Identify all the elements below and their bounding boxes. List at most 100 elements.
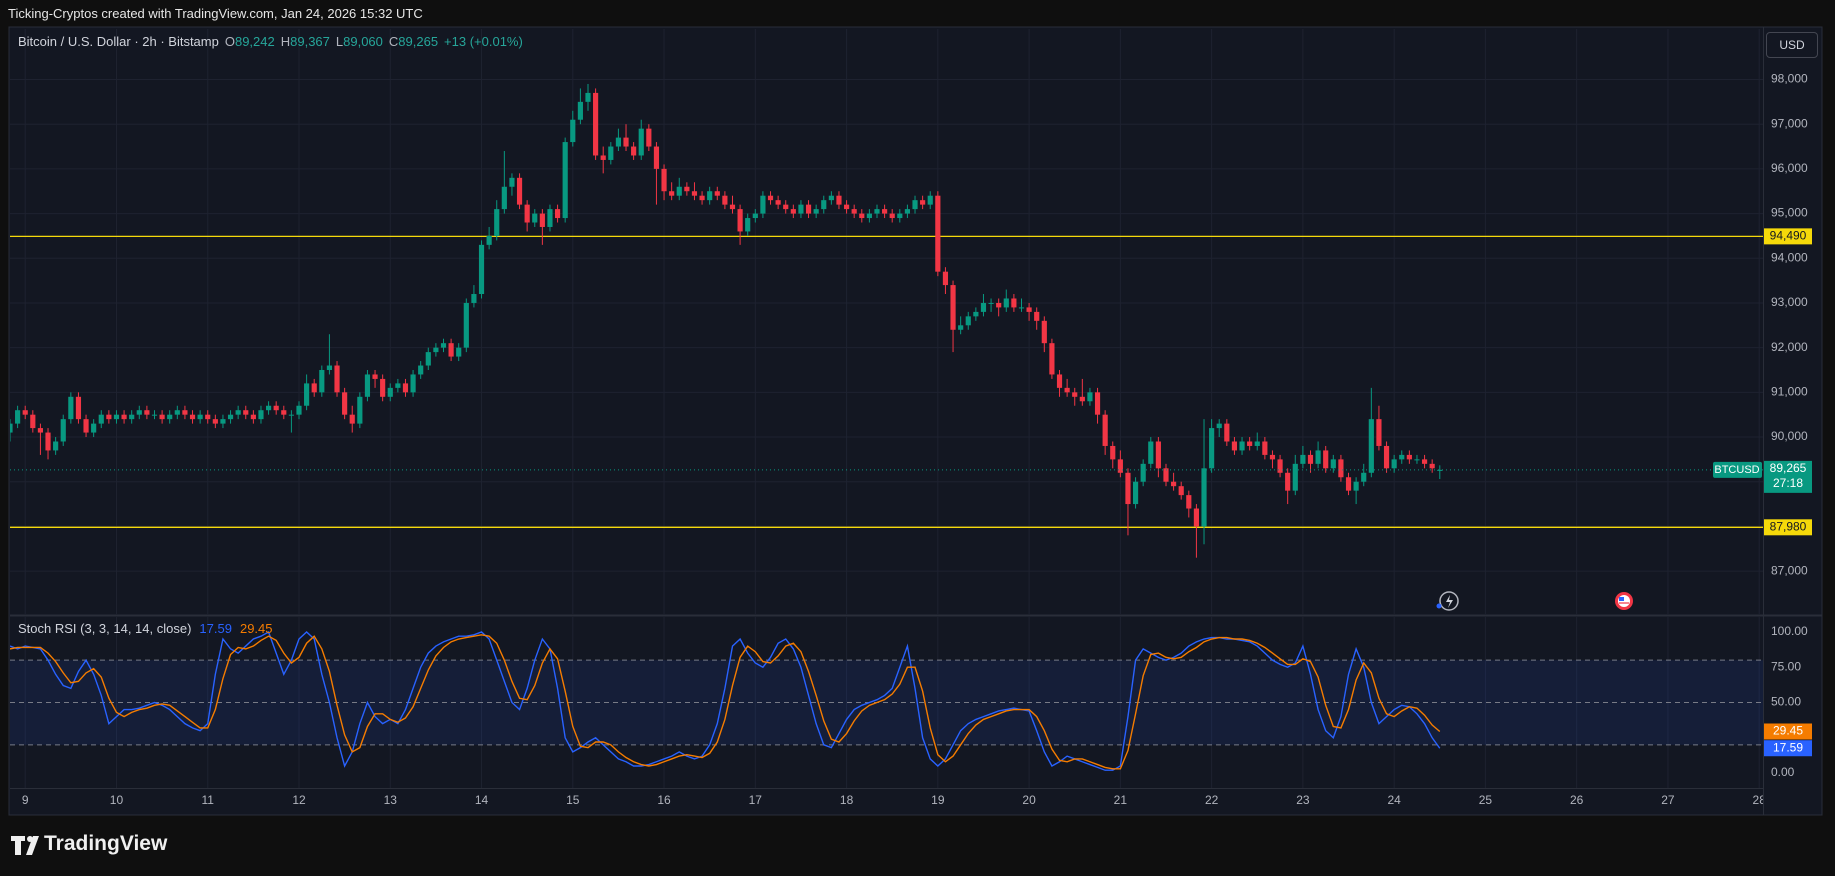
candle-body	[927, 195, 933, 205]
candle-body	[1338, 459, 1344, 478]
candle-body	[448, 343, 454, 357]
candle-body	[1178, 486, 1184, 496]
level-tag	[1764, 519, 1812, 536]
x-tick-label: 16	[657, 793, 671, 807]
candle-body	[311, 383, 317, 393]
candle-body	[151, 414, 158, 416]
candle-body	[828, 195, 834, 201]
candle-body	[593, 92, 599, 156]
candle-body	[30, 414, 36, 429]
y-tick-label: 0.00	[1771, 765, 1795, 779]
x-tick-label: 27	[1661, 793, 1675, 807]
candle-body	[91, 423, 97, 433]
y-tick-label: 93,000	[1771, 295, 1808, 309]
snapshot-header: Ticking-Cryptos created with TradingView…	[8, 6, 423, 21]
candle-body	[539, 213, 545, 227]
candle-body	[532, 213, 538, 223]
candle-body	[790, 209, 796, 214]
x-tick-label: 21	[1114, 793, 1128, 807]
ohlc-value: 89,265	[398, 34, 439, 49]
candle-body	[1132, 481, 1139, 505]
candle-body	[357, 396, 363, 424]
stoch-line	[10, 630, 1441, 771]
candle-body	[37, 428, 44, 433]
candle-body	[737, 209, 743, 232]
candle-body	[912, 200, 918, 210]
candle-body	[1315, 450, 1321, 464]
candle-body	[372, 374, 378, 379]
candle-body	[159, 414, 165, 420]
candle-body	[1399, 454, 1405, 460]
candle-body	[250, 414, 256, 420]
candle-body	[288, 414, 294, 416]
currency-button[interactable]: USD	[1766, 32, 1818, 58]
indicator-title: Stoch RSI (3, 3, 14, 14, close)	[18, 621, 192, 636]
candle-body	[1094, 392, 1101, 415]
candle-body	[121, 414, 127, 420]
ohlc-value: 89,060	[343, 34, 383, 49]
x-tick-label: 25	[1479, 793, 1493, 807]
candle-body	[189, 414, 196, 420]
candle-body	[1064, 387, 1070, 393]
candle-body	[402, 383, 409, 393]
candle-body	[1216, 423, 1222, 429]
candle-body	[661, 168, 667, 192]
countdown-label: 27:18	[1773, 476, 1803, 490]
x-tick-label: 20	[1022, 793, 1036, 807]
candle-body	[1224, 423, 1230, 442]
y-tick-label: 50.00	[1771, 695, 1801, 709]
candle-body	[577, 101, 583, 120]
candle-body	[113, 414, 120, 420]
symbol-tag	[1713, 461, 1762, 478]
candle-body	[98, 414, 104, 424]
candle-body	[227, 414, 234, 420]
last-price-label: 89,265	[1770, 461, 1807, 475]
candle-body	[1155, 441, 1161, 469]
candle-body	[516, 177, 523, 205]
candle-body	[752, 213, 758, 219]
candle-body	[1292, 463, 1298, 491]
x-tick-label: 14	[475, 793, 489, 807]
candle-body	[1034, 311, 1040, 321]
symbol-title: Bitcoin / U.S. Dollar · 2h · Bitstamp	[18, 34, 219, 49]
candle-body	[1247, 441, 1253, 446]
x-tick-label: 12	[292, 793, 306, 807]
candle-body	[676, 186, 682, 196]
candle-body	[380, 378, 386, 397]
candle-body	[958, 325, 964, 330]
candle-body	[1125, 472, 1131, 505]
candle-body	[942, 271, 949, 286]
ohlc-value: 89,367	[290, 34, 330, 49]
candle-body	[783, 204, 789, 210]
chart-panel	[8, 26, 1823, 816]
candle-body	[387, 387, 393, 397]
candle-body	[258, 410, 264, 420]
candle-body	[798, 204, 804, 214]
candle-body	[714, 191, 720, 196]
candle-body	[882, 209, 888, 214]
candle-body	[60, 419, 66, 442]
candle-body	[859, 213, 865, 219]
indicator-value: 17.59	[199, 621, 232, 636]
candle-body	[1414, 459, 1420, 461]
candle-body	[745, 218, 751, 232]
candle-body	[509, 177, 515, 187]
candle-body	[1307, 454, 1314, 464]
candle-body	[304, 383, 310, 406]
candle-body	[425, 352, 431, 366]
candle-body	[1186, 495, 1192, 509]
candle-body	[1163, 468, 1169, 482]
candle-body	[1140, 463, 1146, 482]
candle-body	[897, 213, 903, 219]
candle-body	[760, 195, 766, 214]
candle-body	[1087, 392, 1093, 402]
candle-body	[1368, 419, 1374, 473]
candle-body	[562, 142, 568, 219]
value-tag-label: 29.45	[1773, 724, 1803, 738]
candle-body	[1277, 459, 1283, 473]
candle-body	[22, 410, 28, 415]
brand-name: TradingView	[44, 832, 168, 855]
candle-body	[669, 191, 675, 196]
candle-body	[197, 414, 203, 420]
candle-body	[1254, 441, 1260, 446]
